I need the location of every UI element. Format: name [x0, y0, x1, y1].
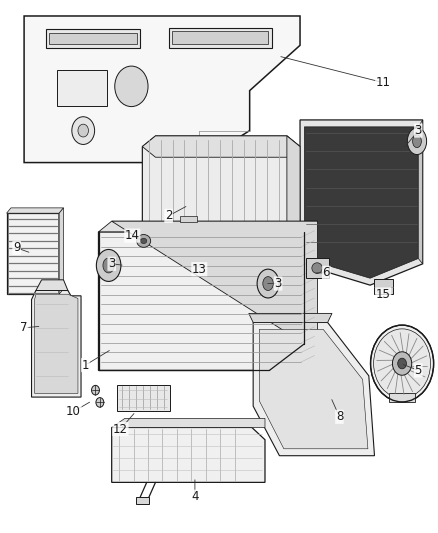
Polygon shape: [24, 16, 300, 163]
Polygon shape: [99, 232, 304, 370]
Text: 5: 5: [415, 364, 422, 377]
Polygon shape: [112, 221, 318, 344]
Ellipse shape: [137, 235, 151, 247]
Ellipse shape: [103, 258, 114, 273]
Polygon shape: [117, 385, 170, 411]
Polygon shape: [304, 127, 418, 278]
Ellipse shape: [72, 117, 95, 144]
Bar: [180, 216, 197, 222]
Text: 14: 14: [125, 229, 140, 242]
Polygon shape: [99, 221, 318, 232]
Ellipse shape: [371, 325, 434, 402]
Polygon shape: [136, 497, 149, 504]
Text: 3: 3: [275, 277, 282, 290]
Ellipse shape: [392, 352, 412, 375]
Text: 3: 3: [415, 124, 422, 137]
Text: 11: 11: [376, 76, 391, 89]
Text: 8: 8: [336, 410, 343, 423]
Polygon shape: [7, 208, 64, 213]
Text: 13: 13: [192, 263, 207, 276]
Polygon shape: [418, 120, 423, 264]
Bar: [389, 393, 415, 402]
Ellipse shape: [312, 263, 322, 273]
Ellipse shape: [263, 277, 273, 290]
Ellipse shape: [78, 124, 88, 137]
Polygon shape: [169, 28, 272, 48]
Polygon shape: [57, 70, 107, 106]
Polygon shape: [59, 208, 64, 294]
Text: 15: 15: [376, 288, 391, 301]
Polygon shape: [259, 329, 368, 449]
Bar: [306, 258, 328, 278]
Polygon shape: [142, 136, 300, 237]
Polygon shape: [172, 31, 268, 44]
Polygon shape: [112, 418, 265, 427]
Text: 7: 7: [20, 321, 28, 334]
Ellipse shape: [96, 249, 121, 281]
Polygon shape: [32, 290, 81, 397]
Ellipse shape: [92, 385, 99, 395]
Text: 1: 1: [81, 359, 89, 372]
Ellipse shape: [115, 66, 148, 107]
Polygon shape: [112, 427, 265, 482]
Ellipse shape: [413, 135, 421, 148]
Ellipse shape: [374, 329, 431, 398]
Ellipse shape: [141, 238, 147, 244]
Text: 3: 3: [108, 257, 115, 270]
Polygon shape: [142, 136, 300, 157]
Polygon shape: [46, 29, 140, 48]
Polygon shape: [287, 136, 300, 237]
Text: 12: 12: [113, 423, 128, 435]
Polygon shape: [253, 322, 374, 456]
Text: 6: 6: [322, 266, 330, 279]
Polygon shape: [49, 33, 137, 44]
Ellipse shape: [96, 398, 104, 407]
Polygon shape: [36, 280, 68, 290]
Bar: [374, 279, 393, 294]
Polygon shape: [410, 134, 424, 148]
Polygon shape: [35, 294, 78, 393]
Text: 4: 4: [191, 490, 199, 503]
Polygon shape: [300, 120, 423, 285]
Text: 9: 9: [13, 241, 21, 254]
Ellipse shape: [257, 269, 279, 298]
Text: 2: 2: [165, 209, 173, 222]
Ellipse shape: [398, 358, 406, 369]
Ellipse shape: [407, 128, 427, 155]
Polygon shape: [249, 313, 332, 322]
Text: 10: 10: [66, 405, 81, 418]
Polygon shape: [7, 213, 59, 294]
